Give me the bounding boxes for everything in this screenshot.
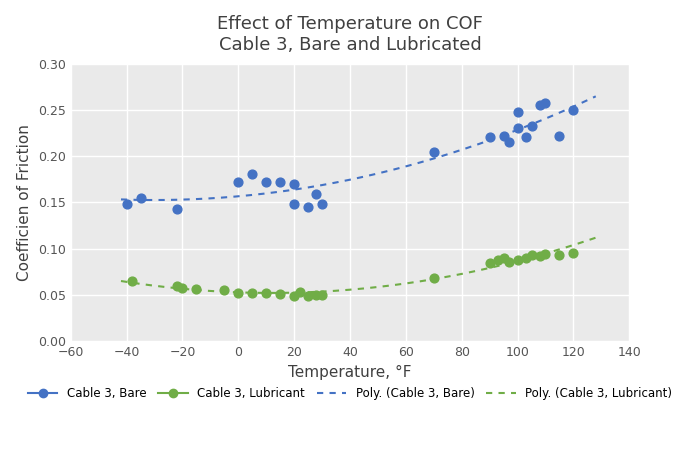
Point — [498, 132, 509, 140]
Point — [246, 170, 258, 178]
Point — [294, 288, 305, 296]
Point — [428, 275, 440, 282]
Point — [526, 122, 537, 130]
Point — [568, 249, 579, 257]
Legend: Cable 3, Bare, Cable 3, Lubricant, Poly. (Cable 3, Bare), Poly. (Cable 3, Lubric: Cable 3, Bare, Cable 3, Lubricant, Poly.… — [23, 382, 677, 405]
Point — [554, 251, 565, 259]
Point — [232, 178, 244, 186]
Point — [428, 149, 440, 156]
Point — [260, 178, 272, 186]
Point — [498, 254, 509, 262]
Point — [191, 285, 202, 293]
Point — [520, 133, 531, 141]
Point — [503, 258, 514, 266]
Point — [520, 254, 531, 262]
Point — [288, 180, 300, 188]
Point — [288, 200, 300, 208]
Point — [121, 200, 132, 208]
Point — [172, 205, 183, 213]
Point — [484, 133, 495, 141]
Point — [311, 291, 322, 299]
Point — [512, 124, 523, 132]
Point — [554, 132, 565, 140]
Point — [232, 289, 244, 297]
Point — [302, 292, 314, 300]
Point — [288, 292, 300, 300]
Point — [316, 200, 328, 208]
Title: Effect of Temperature on COF
Cable 3, Bare and Lubricated: Effect of Temperature on COF Cable 3, Ba… — [217, 15, 483, 54]
Point — [177, 285, 188, 292]
Point — [484, 259, 495, 266]
Y-axis label: Coefficien of Friction: Coefficien of Friction — [18, 124, 32, 281]
Point — [316, 291, 328, 299]
Point — [540, 250, 551, 258]
Point — [512, 108, 523, 115]
Point — [512, 256, 523, 264]
Point — [534, 102, 545, 109]
Point — [246, 289, 258, 297]
Point — [218, 286, 230, 294]
Point — [503, 139, 514, 146]
Point — [534, 252, 545, 260]
Point — [492, 256, 503, 264]
Point — [172, 282, 183, 289]
Point — [302, 203, 314, 211]
Point — [540, 100, 551, 107]
Point — [568, 106, 579, 114]
Point — [274, 290, 286, 298]
Point — [526, 251, 537, 259]
Point — [274, 178, 286, 186]
Point — [135, 194, 146, 201]
Point — [127, 277, 138, 285]
Point — [311, 190, 322, 198]
X-axis label: Temperature, °F: Temperature, °F — [288, 365, 412, 380]
Point — [260, 289, 272, 297]
